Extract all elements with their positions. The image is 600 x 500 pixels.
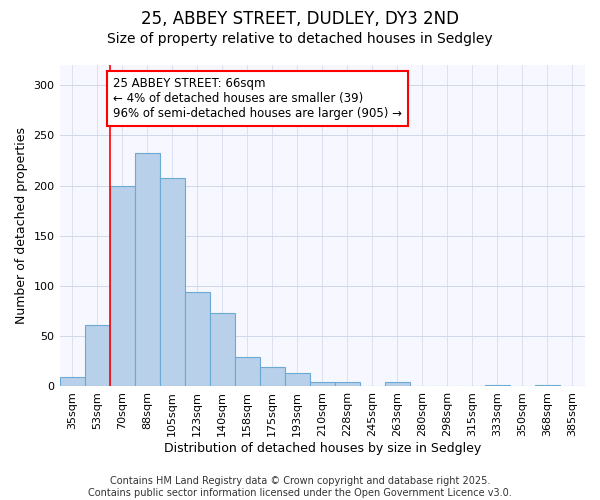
Bar: [310, 382, 335, 386]
Bar: [160, 178, 185, 386]
Y-axis label: Number of detached properties: Number of detached properties: [15, 127, 28, 324]
Bar: [110, 186, 134, 386]
Bar: [235, 358, 260, 386]
Bar: [285, 374, 310, 386]
X-axis label: Distribution of detached houses by size in Sedgley: Distribution of detached houses by size …: [164, 442, 481, 455]
Text: Contains HM Land Registry data © Crown copyright and database right 2025.
Contai: Contains HM Land Registry data © Crown c…: [88, 476, 512, 498]
Bar: [185, 292, 209, 386]
Bar: [85, 325, 110, 386]
Bar: [385, 382, 410, 386]
Bar: [134, 154, 160, 386]
Bar: [260, 368, 285, 386]
Bar: [335, 382, 360, 386]
Bar: [59, 378, 85, 386]
Text: 25 ABBEY STREET: 66sqm
← 4% of detached houses are smaller (39)
96% of semi-deta: 25 ABBEY STREET: 66sqm ← 4% of detached …: [113, 77, 403, 120]
Bar: [209, 313, 235, 386]
Text: 25, ABBEY STREET, DUDLEY, DY3 2ND: 25, ABBEY STREET, DUDLEY, DY3 2ND: [141, 10, 459, 28]
Text: Size of property relative to detached houses in Sedgley: Size of property relative to detached ho…: [107, 32, 493, 46]
